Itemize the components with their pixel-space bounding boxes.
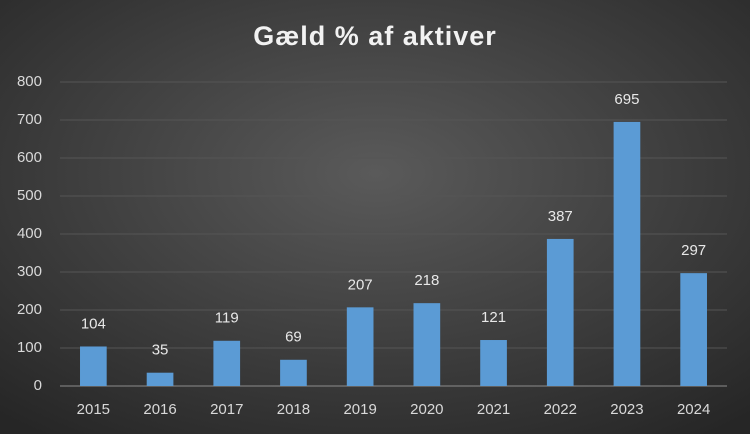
data-label: 695 — [614, 91, 639, 108]
y-tick-label: 100 — [17, 339, 42, 356]
data-label: 121 — [481, 309, 506, 326]
x-tick-label: 2023 — [610, 401, 643, 418]
data-label: 207 — [348, 276, 373, 293]
x-tick-label: 2016 — [143, 401, 176, 418]
bar — [80, 346, 107, 386]
x-tick-label: 2019 — [343, 401, 376, 418]
x-tick-label: 2018 — [277, 401, 310, 418]
x-tick-label: 2017 — [210, 401, 243, 418]
data-label: 387 — [548, 208, 573, 225]
y-tick-label: 200 — [17, 301, 42, 318]
data-label: 69 — [285, 329, 302, 346]
y-tick-label: 800 — [17, 73, 42, 90]
bar — [280, 359, 307, 386]
bar — [213, 340, 241, 386]
bar — [680, 273, 707, 386]
data-label: 104 — [81, 315, 106, 332]
x-tick-label: 2024 — [677, 401, 710, 418]
bar — [613, 121, 641, 387]
bar — [413, 303, 441, 386]
y-tick-label: 300 — [17, 263, 42, 280]
y-tick-label: 400 — [17, 225, 42, 242]
x-tick-label: 2022 — [544, 401, 577, 418]
data-label: 35 — [152, 342, 169, 359]
bar — [546, 238, 574, 386]
data-label: 119 — [215, 310, 239, 327]
x-tick-label: 2020 — [410, 401, 443, 418]
y-tick-label: 0 — [34, 377, 42, 394]
x-tick-label: 2015 — [77, 401, 110, 418]
y-tick-label: 700 — [17, 111, 42, 128]
data-label: 218 — [414, 272, 439, 289]
bar — [480, 340, 507, 386]
bar — [346, 307, 374, 386]
data-label: 297 — [681, 242, 706, 259]
y-tick-label: 500 — [17, 187, 42, 204]
y-tick-label: 600 — [17, 149, 42, 166]
chart-title: Gæld % af aktiver — [253, 21, 497, 51]
bar — [146, 372, 174, 386]
x-tick-label: 2021 — [477, 401, 510, 418]
